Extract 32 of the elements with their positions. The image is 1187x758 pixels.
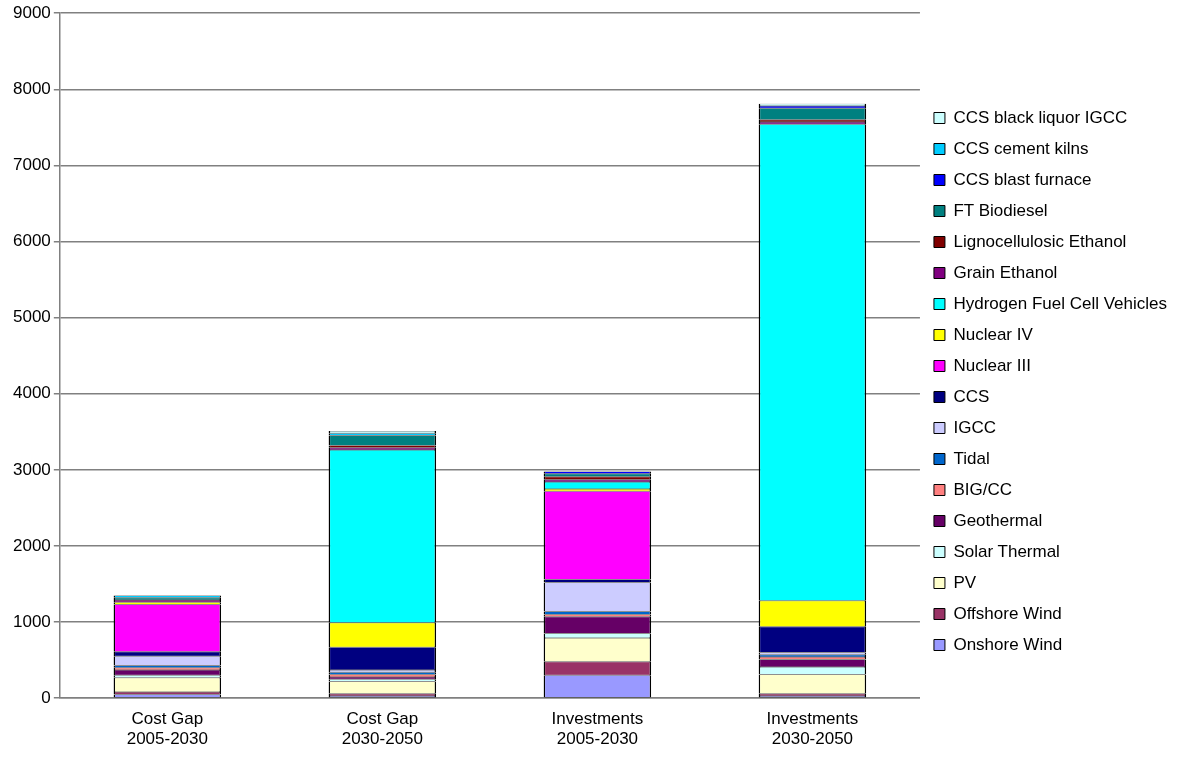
- legend-label: CCS cement kilns: [953, 138, 1089, 158]
- legend-label: CCS: [953, 386, 990, 406]
- y-tick-label: 1000: [12, 611, 51, 631]
- y-tick-label: 4000: [12, 383, 51, 403]
- x-tick-label: Investments 2030-2050: [766, 709, 859, 749]
- legend-label: IGCC: [953, 417, 996, 437]
- legend-label: Solar Thermal: [953, 541, 1060, 561]
- legend-label: CCS blast furnace: [953, 169, 1092, 189]
- y-tick-label: 0: [41, 687, 51, 707]
- x-tick-label: Cost Gap 2005-2030: [126, 709, 208, 749]
- legend-label: Offshore Wind: [953, 603, 1062, 623]
- legend-label: Nuclear IV: [953, 324, 1034, 344]
- legend-label: Hydrogen Fuel Cell Vehicles: [953, 293, 1168, 313]
- legend-label: CCS black liquor IGCC: [953, 107, 1128, 127]
- legend-label: Lignocellulosic Ethanol: [953, 231, 1127, 251]
- y-tick-label: 5000: [12, 307, 51, 327]
- x-tick-label: Cost Gap 2030-2050: [341, 709, 424, 749]
- legend-label: Nuclear III: [953, 355, 1031, 375]
- y-tick-label: 6000: [12, 231, 51, 251]
- legend-label: Grain Ethanol: [953, 262, 1058, 282]
- legend-label: Tidal: [953, 448, 990, 468]
- legend-label: FT Biodiesel: [953, 200, 1048, 220]
- legend-label: Onshore Wind: [953, 634, 1063, 654]
- legend-label: BIG/CC: [953, 479, 1013, 499]
- y-tick-label: 9000: [12, 2, 51, 22]
- y-tick-label: 8000: [12, 79, 51, 98]
- y-tick-label: 7000: [12, 155, 51, 175]
- legend-label: Geothermal: [953, 510, 1043, 530]
- legend-label: PV: [953, 572, 977, 592]
- x-tick-label: Investments 2005-2030: [551, 709, 644, 749]
- y-tick-label: 3000: [12, 459, 51, 479]
- y-tick-label: 2000: [12, 535, 51, 555]
